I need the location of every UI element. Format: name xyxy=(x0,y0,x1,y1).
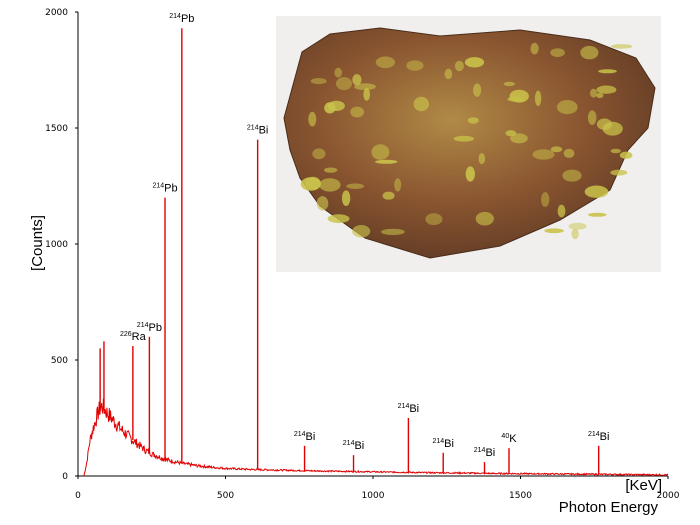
rock-speck xyxy=(382,191,395,200)
peak-label: 226Ra xyxy=(120,331,147,343)
rock-speck xyxy=(562,169,582,182)
rock-speck xyxy=(598,69,617,74)
rock-speck xyxy=(465,166,475,182)
rock-speck xyxy=(596,92,604,99)
peak-label: 214Bi xyxy=(343,440,364,452)
x-axis-unit: [KeV] xyxy=(625,477,662,494)
rock-speck xyxy=(550,146,563,153)
rock-speck xyxy=(319,178,341,192)
rock-speck xyxy=(308,111,317,127)
rock-speck xyxy=(346,183,365,189)
y-tick-label: 0 xyxy=(62,472,68,482)
rock-specimen-image xyxy=(283,27,656,259)
rock-speck xyxy=(587,110,597,125)
rock-speck xyxy=(610,148,621,154)
y-tick-label: 500 xyxy=(51,356,68,366)
rock-speck xyxy=(341,190,351,206)
peak-label: 214Pb xyxy=(152,183,177,195)
rock-speck xyxy=(334,67,343,78)
rock-speck xyxy=(563,148,575,158)
peak-label: 214Bi xyxy=(247,125,268,137)
rock-speck xyxy=(310,78,327,85)
x-axis-title: Photon Energy xyxy=(559,499,659,516)
inset-photo xyxy=(276,16,661,272)
rock-speck xyxy=(590,88,597,98)
peak-label: 214Bi xyxy=(474,447,495,459)
rock-yellow-specks xyxy=(300,42,633,240)
x-tick-label: 500 xyxy=(217,491,234,501)
rock-speck xyxy=(316,196,329,211)
x-tick-label: 0 xyxy=(75,491,81,501)
rock-speck xyxy=(510,133,528,144)
rock-speck xyxy=(352,74,362,86)
rock-speck xyxy=(444,68,453,80)
rock-speck xyxy=(530,42,539,55)
y-axis-title: [Counts] xyxy=(29,215,46,271)
x-tick-label: 1500 xyxy=(509,491,532,501)
rock-speck xyxy=(571,228,579,240)
peak-label: 214Bi xyxy=(398,403,419,415)
rock-speck xyxy=(478,153,486,165)
spectrum-line xyxy=(83,398,669,477)
rock-speck xyxy=(534,90,542,107)
y-tick-label: 2000 xyxy=(45,8,68,18)
rock-speck xyxy=(371,144,390,160)
rock-speck xyxy=(381,228,405,236)
rock-speck xyxy=(300,177,321,191)
rock-speck xyxy=(394,178,402,192)
rock-speck xyxy=(453,135,474,142)
rock-speck xyxy=(541,192,550,207)
peak-label: 214Bi xyxy=(432,438,453,450)
rock-speck xyxy=(580,45,599,60)
rock-speck xyxy=(568,222,587,230)
rock-speck xyxy=(324,167,338,173)
rock-speck xyxy=(406,60,424,71)
rock-speck xyxy=(602,121,623,136)
rock-speck xyxy=(425,213,443,226)
rock-speck xyxy=(475,211,494,226)
rock-speck xyxy=(312,148,326,160)
rock-speck xyxy=(596,85,617,94)
rock-speck xyxy=(327,100,345,111)
rock-speck xyxy=(352,225,371,238)
y-tick-label: 1500 xyxy=(45,124,68,134)
peak-label: 214Pb xyxy=(137,322,162,334)
rock-speck xyxy=(503,81,515,87)
rock-speck xyxy=(584,185,609,198)
y-axis: 0 500 1000 1500 2000 xyxy=(45,8,79,482)
peak-label: 214Bi xyxy=(294,431,315,443)
rock-speck xyxy=(550,48,565,57)
y-tick-label: 1000 xyxy=(45,240,68,250)
peak-label: 214Pb xyxy=(169,13,194,25)
rock-speck xyxy=(327,214,350,224)
rock-speck xyxy=(619,151,633,159)
rock-speck xyxy=(532,149,555,160)
rock-speck xyxy=(336,77,352,91)
rock-speck xyxy=(509,89,529,103)
rock-speck xyxy=(473,83,482,97)
rock-speck xyxy=(588,212,607,217)
rock-speck xyxy=(363,88,371,101)
x-tick-label: 1000 xyxy=(362,491,385,501)
rock-speck xyxy=(350,106,365,118)
rock-speck xyxy=(610,169,628,176)
rock-speck xyxy=(454,60,464,72)
rock-speck xyxy=(610,44,633,49)
rock-speck xyxy=(557,204,566,218)
rock-speck xyxy=(464,57,485,68)
x-axis: 0 500 1000 1500 2000 xyxy=(75,475,680,501)
rock-speck xyxy=(375,56,396,69)
x-tick-label: 2000 xyxy=(657,491,680,501)
rock-speck xyxy=(544,228,564,234)
rock-speck xyxy=(556,100,578,115)
rock-speck xyxy=(467,117,479,124)
peak-label: 40K xyxy=(501,433,517,445)
rock-speck xyxy=(354,83,376,91)
rock-speck xyxy=(413,96,429,112)
peak-label: 214Bi xyxy=(588,431,609,443)
rock-speck xyxy=(375,159,398,164)
